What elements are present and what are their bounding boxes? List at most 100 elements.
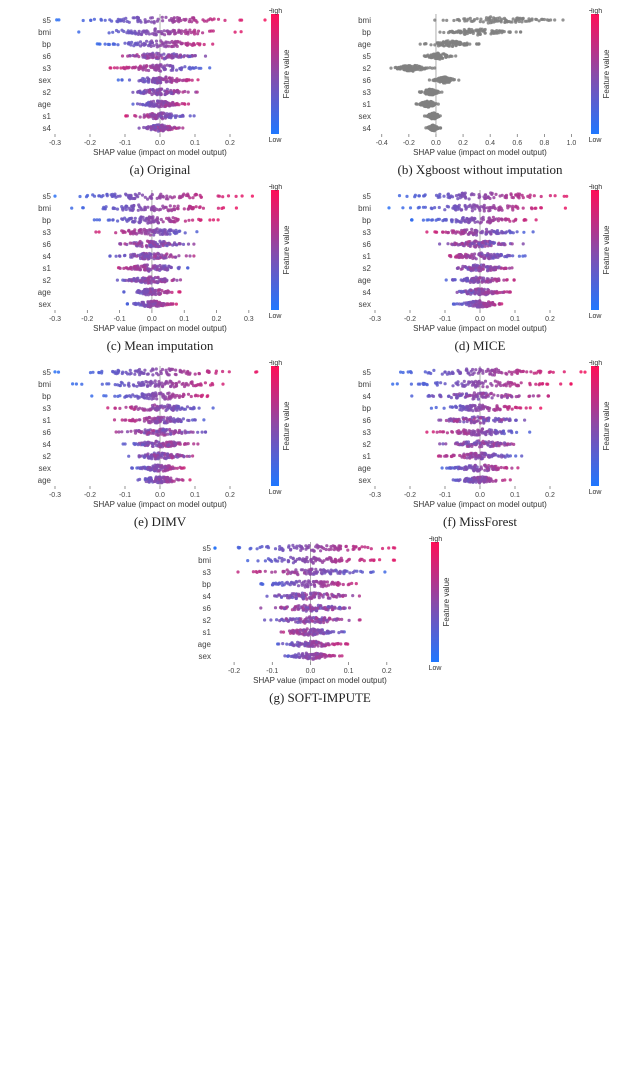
svg-text:s1: s1 bbox=[363, 252, 372, 261]
row-s2 bbox=[389, 64, 436, 73]
row-s2 bbox=[263, 615, 362, 624]
row-s4 bbox=[138, 123, 185, 132]
row-sex bbox=[423, 111, 442, 120]
row-s1 bbox=[280, 627, 346, 636]
svg-text:0.0: 0.0 bbox=[155, 140, 165, 147]
plot-g-wrap: s5bmis3bps4s6s2s1agesex-0.2-0.10.00.10.2… bbox=[181, 536, 459, 686]
row-age bbox=[136, 475, 191, 484]
row-bp bbox=[430, 403, 543, 412]
row-bp bbox=[96, 39, 215, 48]
svg-text:High: High bbox=[269, 360, 282, 367]
svg-text:1.0: 1.0 bbox=[567, 140, 577, 147]
colorbar-f: HighLowFeature value bbox=[589, 360, 619, 510]
plot-e-wrap: s5bmibps3s1s6s4s2sexage-0.3-0.2-0.10.00.… bbox=[21, 360, 299, 510]
row-age bbox=[131, 99, 190, 108]
svg-text:s5: s5 bbox=[363, 368, 372, 377]
svg-text:bp: bp bbox=[42, 40, 51, 49]
row-sex bbox=[130, 464, 185, 473]
svg-text:s4: s4 bbox=[43, 124, 52, 133]
panel-b: bmibpages5s2s6s3s1sexs4-0.4-0.20.00.20.4… bbox=[324, 8, 636, 178]
row-bmi bbox=[387, 203, 567, 212]
svg-text:s5: s5 bbox=[363, 192, 372, 201]
row-s1 bbox=[437, 451, 523, 460]
panel-d: s5bmibps3s6s1s2ages4sex-0.3-0.2-0.10.00.… bbox=[324, 184, 636, 354]
svg-text:-0.1: -0.1 bbox=[114, 316, 126, 323]
row-age bbox=[122, 287, 181, 296]
svg-text:-0.3: -0.3 bbox=[49, 140, 61, 147]
svg-text:s4: s4 bbox=[363, 124, 372, 133]
svg-text:s2: s2 bbox=[363, 264, 372, 273]
svg-text:sex: sex bbox=[39, 300, 51, 309]
row-sex bbox=[452, 299, 503, 308]
panel-a: s5bmibps6s3sexs2ages1s4-0.3-0.2-0.10.00.… bbox=[4, 8, 316, 178]
row-bmi bbox=[70, 203, 238, 212]
row-s5 bbox=[53, 367, 258, 376]
svg-text:age: age bbox=[38, 288, 52, 297]
row-s1 bbox=[117, 263, 189, 272]
shap-plot-e: s5bmibps3s1s6s4s2sexage-0.3-0.2-0.10.00.… bbox=[21, 360, 269, 510]
svg-text:sex: sex bbox=[359, 300, 371, 309]
shap-plot-c: s5bmibps3s6s4s1s2agesex-0.3-0.2-0.10.00.… bbox=[21, 184, 269, 334]
svg-text:bmi: bmi bbox=[38, 204, 51, 213]
svg-text:bmi: bmi bbox=[358, 380, 371, 389]
svg-text:0.0: 0.0 bbox=[475, 316, 485, 323]
row-s5 bbox=[399, 367, 587, 376]
colorbar-g: HighLowFeature value bbox=[429, 536, 459, 686]
row-s1 bbox=[113, 416, 206, 425]
svg-text:-0.3: -0.3 bbox=[369, 316, 381, 323]
row-s1 bbox=[448, 251, 527, 260]
plot-d-wrap: s5bmibps3s6s1s2ages4sex-0.3-0.2-0.10.00.… bbox=[341, 184, 619, 334]
svg-text:0.0: 0.0 bbox=[155, 492, 165, 499]
svg-text:0.6: 0.6 bbox=[512, 140, 522, 147]
plot-c-wrap: s5bmibps3s6s4s1s2agesex-0.3-0.2-0.10.00.… bbox=[21, 184, 299, 334]
row-s3 bbox=[236, 568, 386, 577]
svg-text:bp: bp bbox=[42, 216, 51, 225]
svg-text:s3: s3 bbox=[43, 404, 52, 413]
row-s4 bbox=[456, 287, 512, 296]
svg-text:age: age bbox=[358, 276, 372, 285]
svg-text:Feature value: Feature value bbox=[282, 401, 291, 450]
svg-text:s2: s2 bbox=[43, 276, 52, 285]
svg-text:bmi: bmi bbox=[358, 16, 371, 25]
svg-text:age: age bbox=[38, 476, 52, 485]
caption-a: (a) Original bbox=[129, 162, 190, 178]
row-bmi bbox=[391, 380, 572, 389]
svg-text:s6: s6 bbox=[363, 76, 372, 85]
shap-plot-f: s5bmis4bps6s3s2s1agesex-0.3-0.2-0.10.00.… bbox=[341, 360, 589, 510]
svg-text:Feature value: Feature value bbox=[282, 49, 291, 98]
svg-text:s2: s2 bbox=[363, 64, 372, 73]
row-s6 bbox=[438, 239, 525, 248]
row-sex bbox=[117, 75, 200, 84]
caption-d: (d) MICE bbox=[455, 338, 506, 354]
svg-text:-0.2: -0.2 bbox=[403, 140, 415, 147]
colorbar-d: HighLowFeature value bbox=[589, 184, 619, 334]
svg-text:bmi: bmi bbox=[358, 204, 371, 213]
svg-text:0.8: 0.8 bbox=[539, 140, 549, 147]
row-s3 bbox=[425, 427, 531, 436]
shap-plot-b: bmibpages5s2s6s3s1sexs4-0.4-0.20.00.20.4… bbox=[341, 8, 589, 158]
svg-text:0.2: 0.2 bbox=[545, 316, 555, 323]
panel-f: s5bmis4bps6s3s2s1agesex-0.3-0.2-0.10.00.… bbox=[324, 360, 636, 530]
row-s6 bbox=[259, 604, 351, 613]
svg-text:0.0: 0.0 bbox=[431, 140, 441, 147]
caption-g: (g) SOFT-IMPUTE bbox=[269, 690, 371, 706]
row-s3 bbox=[109, 63, 212, 72]
row-bp bbox=[438, 28, 522, 37]
svg-text:Low: Low bbox=[589, 313, 602, 320]
svg-text:0.1: 0.1 bbox=[179, 316, 189, 323]
svg-text:Feature value: Feature value bbox=[282, 225, 291, 274]
svg-text:0.0: 0.0 bbox=[147, 316, 157, 323]
svg-text:sex: sex bbox=[39, 76, 51, 85]
colorbar-c: HighLowFeature value bbox=[269, 184, 299, 334]
colorbar-a: HighLowFeature value bbox=[269, 8, 299, 158]
svg-text:Low: Low bbox=[269, 313, 282, 320]
svg-text:0.4: 0.4 bbox=[485, 140, 495, 147]
caption-b: (b) Xgboost without imputation bbox=[397, 162, 562, 178]
svg-text:-0.2: -0.2 bbox=[84, 492, 96, 499]
svg-text:s1: s1 bbox=[43, 112, 52, 121]
row-s4 bbox=[122, 440, 200, 449]
svg-text:s1: s1 bbox=[363, 100, 372, 109]
svg-text:s6: s6 bbox=[43, 52, 52, 61]
svg-text:s2: s2 bbox=[43, 452, 52, 461]
row-s6 bbox=[115, 427, 208, 436]
